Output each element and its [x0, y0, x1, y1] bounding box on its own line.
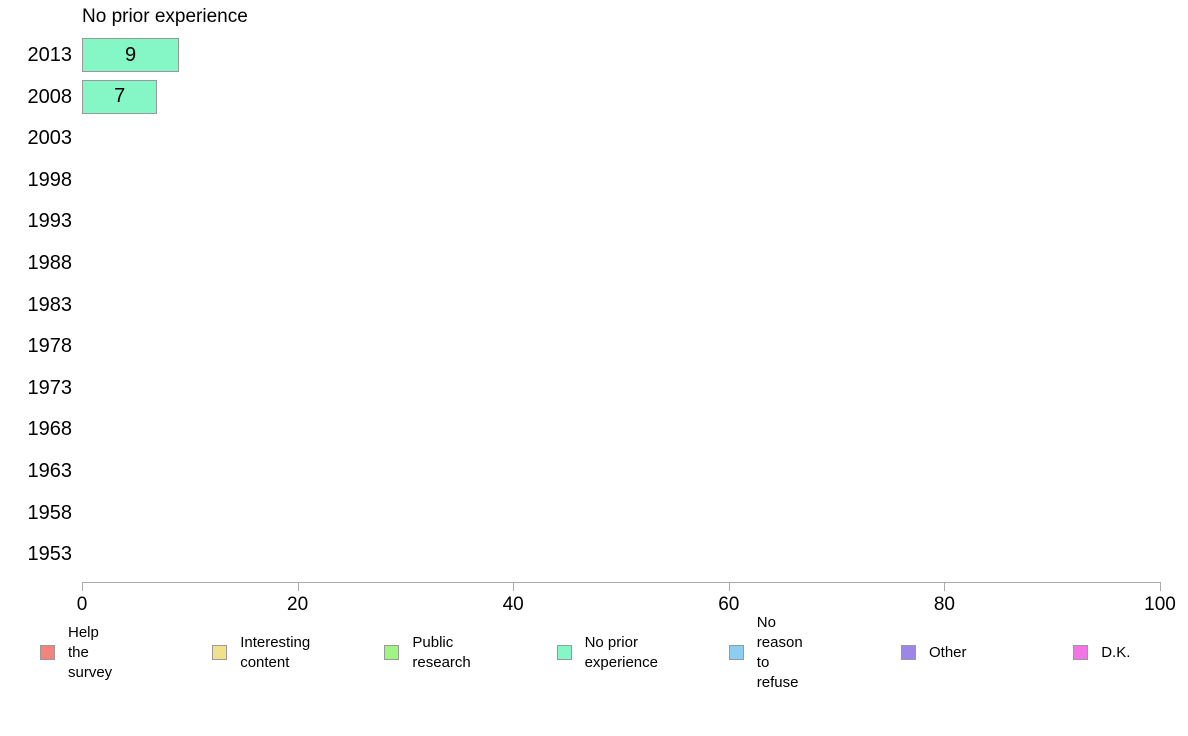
- y-axis-label: 1968: [27, 418, 73, 441]
- legend-label: No reason to refuse: [756, 613, 803, 691]
- legend-swatch: [556, 645, 572, 660]
- legend-swatch: [901, 645, 916, 660]
- y-axis-label: 2008: [27, 85, 73, 108]
- y-axis-label: 1953: [27, 543, 73, 566]
- y-axis-label: 2013: [27, 44, 73, 66]
- x-axis-tick: [297, 582, 299, 591]
- legend-swatch: [1073, 645, 1089, 660]
- legend-label: Public research: [412, 633, 471, 671]
- legend-label: Help the survey: [68, 623, 113, 681]
- x-axis-tick: [944, 582, 946, 591]
- y-axis-label: 1983: [27, 293, 73, 316]
- legend-swatch: [728, 645, 744, 660]
- x-axis-tick: [513, 582, 515, 591]
- x-axis-tick-label: 100: [1144, 594, 1176, 615]
- x-axis-tick: [728, 582, 730, 591]
- y-axis-label: 1973: [27, 376, 73, 399]
- bar-value-label: 7: [114, 85, 126, 108]
- y-axis-label: 2003: [27, 127, 73, 150]
- y-axis-label: 1998: [27, 168, 73, 191]
- bar: 7: [82, 79, 158, 114]
- legend-swatch: [384, 645, 400, 660]
- x-axis-tick-label: 20: [287, 594, 309, 615]
- legend-swatch: [212, 645, 228, 660]
- x-axis-tick-label: 0: [76, 594, 88, 615]
- x-axis-tick-label: 40: [502, 594, 524, 615]
- legend-label: Interesting content: [240, 633, 311, 671]
- legend-label: No prior experience: [584, 633, 658, 671]
- chart-title: No prior experience: [82, 6, 248, 27]
- x-axis-line: [82, 582, 1160, 583]
- bar-value-label: 9: [124, 43, 137, 66]
- x-axis-tick-label: 80: [933, 594, 955, 615]
- x-axis-tick: [1160, 582, 1161, 591]
- y-axis-label: 1993: [27, 210, 73, 233]
- x-axis-tick: [82, 582, 83, 591]
- y-axis-label: 1963: [27, 460, 73, 482]
- y-axis-label: 1958: [27, 501, 73, 524]
- legend-label: Other: [929, 643, 967, 661]
- bar: 9: [82, 38, 180, 72]
- x-axis-tick-label: 60: [718, 594, 740, 615]
- y-axis-label: 1978: [27, 335, 73, 358]
- y-axis-label: 1988: [27, 252, 73, 274]
- legend-label: D.K.: [1101, 643, 1131, 661]
- legend-swatch: [40, 645, 55, 660]
